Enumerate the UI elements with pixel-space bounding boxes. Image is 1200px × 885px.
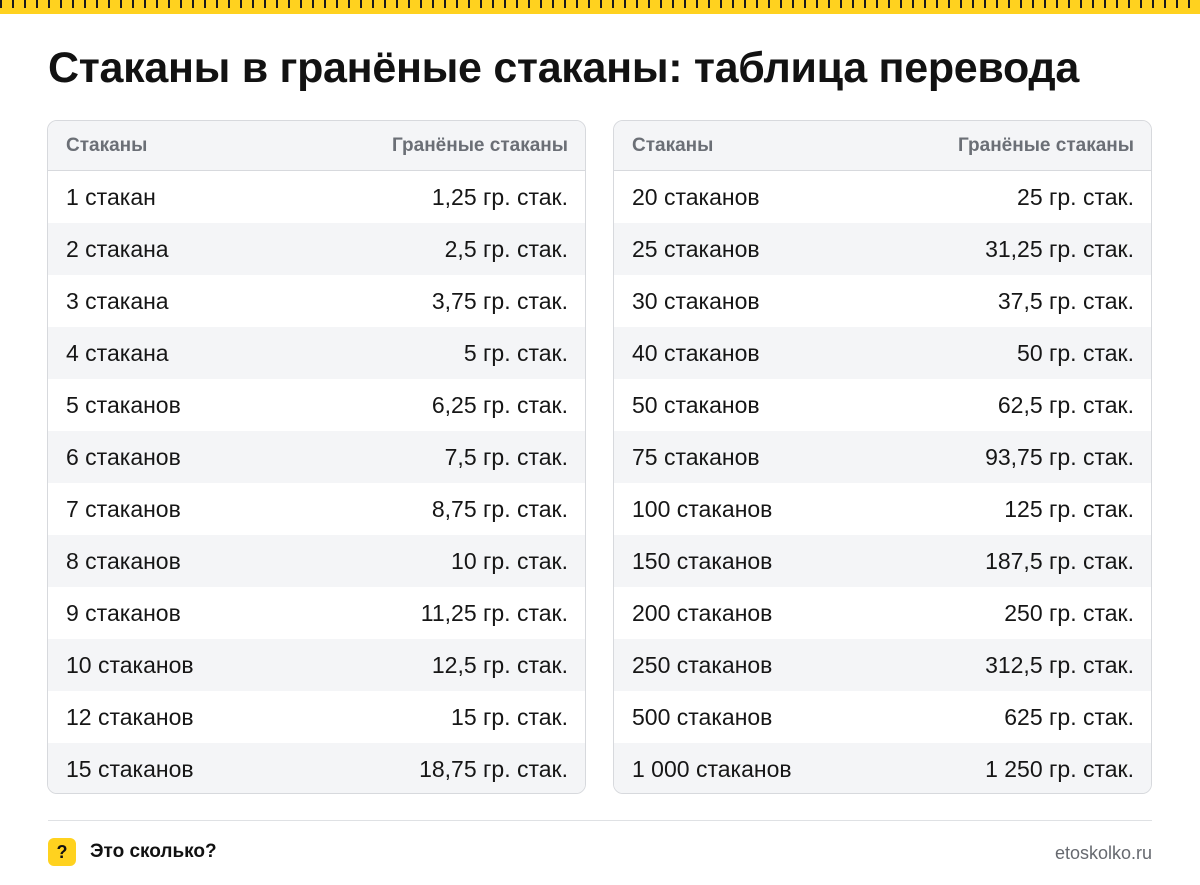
cell-faceted-glasses: 7,5 гр. стак.	[444, 443, 568, 470]
cell-faceted-glasses: 5 гр. стак.	[463, 339, 568, 366]
conversion-table-left: Стаканы Гранёные стаканы 1 стакан 1,25 гр…	[47, 120, 586, 794]
table-row: 200 стаканов 250 гр. стак.	[614, 587, 1151, 639]
cell-glasses: 150 стаканов	[632, 547, 773, 574]
table-row: 500 стаканов 625 гр. стак.	[614, 691, 1151, 743]
cell-faceted-glasses: 93,75 гр. стак.	[985, 443, 1134, 470]
column-header-glasses: Стаканы	[632, 134, 714, 156]
table-row: 7 стаканов 8,75 гр. стак.	[48, 483, 585, 535]
column-header-glasses: Стаканы	[66, 134, 148, 156]
cell-faceted-glasses: 8,75 гр. стак.	[431, 495, 568, 522]
cell-glasses: 25 стаканов	[632, 235, 760, 262]
cell-faceted-glasses: 18,75 гр. стак.	[419, 755, 568, 782]
cell-glasses: 100 стаканов	[632, 495, 773, 522]
brand-name: Это сколько?	[90, 841, 217, 862]
table-row: 150 стаканов 187,5 гр. стак.	[614, 535, 1151, 587]
cell-glasses: 2 стакана	[66, 235, 169, 262]
table-row: 2 стакана 2,5 гр. стак.	[48, 223, 585, 275]
cell-glasses: 75 стаканов	[632, 443, 760, 470]
table-row: 3 стакана 3,75 гр. стак.	[48, 275, 585, 327]
footer-divider	[48, 820, 1152, 821]
cell-glasses: 8 стаканов	[66, 547, 181, 574]
site-link[interactable]: etoskolko.ru	[1054, 843, 1152, 863]
column-header-faceted-glasses: Гранёные стаканы	[391, 134, 568, 156]
cell-glasses: 50 стаканов	[632, 391, 760, 418]
cell-glasses: 5 стаканов	[66, 391, 181, 418]
column-header-faceted-glasses: Гранёные стаканы	[957, 134, 1134, 156]
question-mark-icon: ?	[48, 838, 76, 866]
cell-faceted-glasses: 625 гр. стак.	[1004, 703, 1134, 730]
cell-glasses: 4 стакана	[66, 339, 169, 366]
cell-glasses: 7 стаканов	[66, 495, 181, 522]
cell-glasses: 20 стаканов	[632, 183, 760, 210]
cell-faceted-glasses: 31,25 гр. стак.	[985, 235, 1134, 262]
table-row: 30 стаканов 37,5 гр. стак.	[614, 275, 1151, 327]
table-header: Стаканы Гранёные стаканы	[614, 121, 1151, 171]
cell-faceted-glasses: 62,5 гр. стак.	[997, 391, 1134, 418]
cell-faceted-glasses: 1,25 гр. стак.	[431, 183, 568, 210]
cell-faceted-glasses: 6,25 гр. стак.	[431, 391, 568, 418]
table-row: 25 стаканов 31,25 гр. стак.	[614, 223, 1151, 275]
cell-faceted-glasses: 11,25 гр. стак.	[420, 599, 568, 626]
table-body: 20 стаканов 25 гр. стак. 25 стаканов 31,25 …	[614, 171, 1151, 793]
cell-faceted-glasses: 50 гр. стак.	[1017, 339, 1134, 366]
table-row: 20 стаканов 25 гр. стак.	[614, 171, 1151, 223]
table-header: Стаканы Гранёные стаканы	[48, 121, 585, 171]
cell-faceted-glasses: 15 гр. стак.	[451, 703, 568, 730]
cell-faceted-glasses: 2,5 гр. стак.	[444, 235, 568, 262]
cell-faceted-glasses: 250 гр. стак.	[1004, 599, 1134, 626]
table-row: 250 стаканов 312,5 гр. стак.	[614, 639, 1151, 691]
cell-glasses: 6 стаканов	[66, 443, 181, 470]
ruler-strip	[0, 0, 1200, 14]
table-row: 6 стаканов 7,5 гр. стак.	[48, 431, 585, 483]
table-row: 10 стаканов 12,5 гр. стак.	[48, 639, 585, 691]
cell-faceted-glasses: 312,5 гр. стак.	[985, 651, 1134, 678]
cell-faceted-glasses: 187,5 гр. стак.	[985, 547, 1134, 574]
cell-glasses: 40 стаканов	[632, 339, 760, 366]
table-row: 40 стаканов 50 гр. стак.	[614, 327, 1151, 379]
cell-glasses: 12 стаканов	[66, 703, 194, 730]
table-row: 100 стаканов 125 гр. стак.	[614, 483, 1151, 535]
table-row: 8 стаканов 10 гр. стак.	[48, 535, 585, 587]
table-row: 15 стаканов 18,75 гр. стак.	[48, 743, 585, 793]
footer-brand[interactable]: ? Это сколько?	[48, 838, 217, 866]
cell-faceted-glasses: 10 гр. стак.	[451, 547, 568, 574]
cell-faceted-glasses: 3,75 гр. стак.	[431, 287, 568, 314]
cell-faceted-glasses: 37,5 гр. стак.	[997, 287, 1134, 314]
cell-glasses: 15 стаканов	[66, 755, 194, 782]
ruler-ticks	[0, 0, 1200, 8]
table-row: 9 стаканов 11,25 гр. стак.	[48, 587, 585, 639]
cell-faceted-glasses: 1 250 гр. стак.	[985, 755, 1134, 782]
table-body: 1 стакан 1,25 гр. стак. 2 стакана 2,5 гр. с…	[48, 171, 585, 793]
cell-glasses: 3 стакана	[66, 287, 169, 314]
cell-glasses: 1 стакан	[66, 183, 156, 210]
page-title: Стаканы в гранёные стаканы: таблица пере…	[48, 44, 1079, 92]
table-row: 5 стаканов 6,25 гр. стак.	[48, 379, 585, 431]
cell-faceted-glasses: 125 гр. стак.	[1004, 495, 1134, 522]
cell-glasses: 200 стаканов	[632, 599, 773, 626]
cell-glasses: 30 стаканов	[632, 287, 760, 314]
table-row: 12 стаканов 15 гр. стак.	[48, 691, 585, 743]
cell-faceted-glasses: 25 гр. стак.	[1017, 183, 1134, 210]
cell-glasses: 9 стаканов	[66, 599, 181, 626]
table-row: 50 стаканов 62,5 гр. стак.	[614, 379, 1151, 431]
conversion-table-right: Стаканы Гранёные стаканы 20 стаканов 25 г…	[613, 120, 1152, 794]
table-row: 4 стакана 5 гр. стак.	[48, 327, 585, 379]
cell-glasses: 500 стаканов	[632, 703, 773, 730]
table-row: 1 стакан 1,25 гр. стак.	[48, 171, 585, 223]
cell-faceted-glasses: 12,5 гр. стак.	[431, 651, 568, 678]
cell-glasses: 10 стаканов	[66, 651, 194, 678]
table-row: 75 стаканов 93,75 гр. стак.	[614, 431, 1151, 483]
cell-glasses: 250 стаканов	[632, 651, 773, 678]
cell-glasses: 1 000 стаканов	[632, 755, 792, 782]
table-row: 1 000 стаканов 1 250 гр. стак.	[614, 743, 1151, 793]
